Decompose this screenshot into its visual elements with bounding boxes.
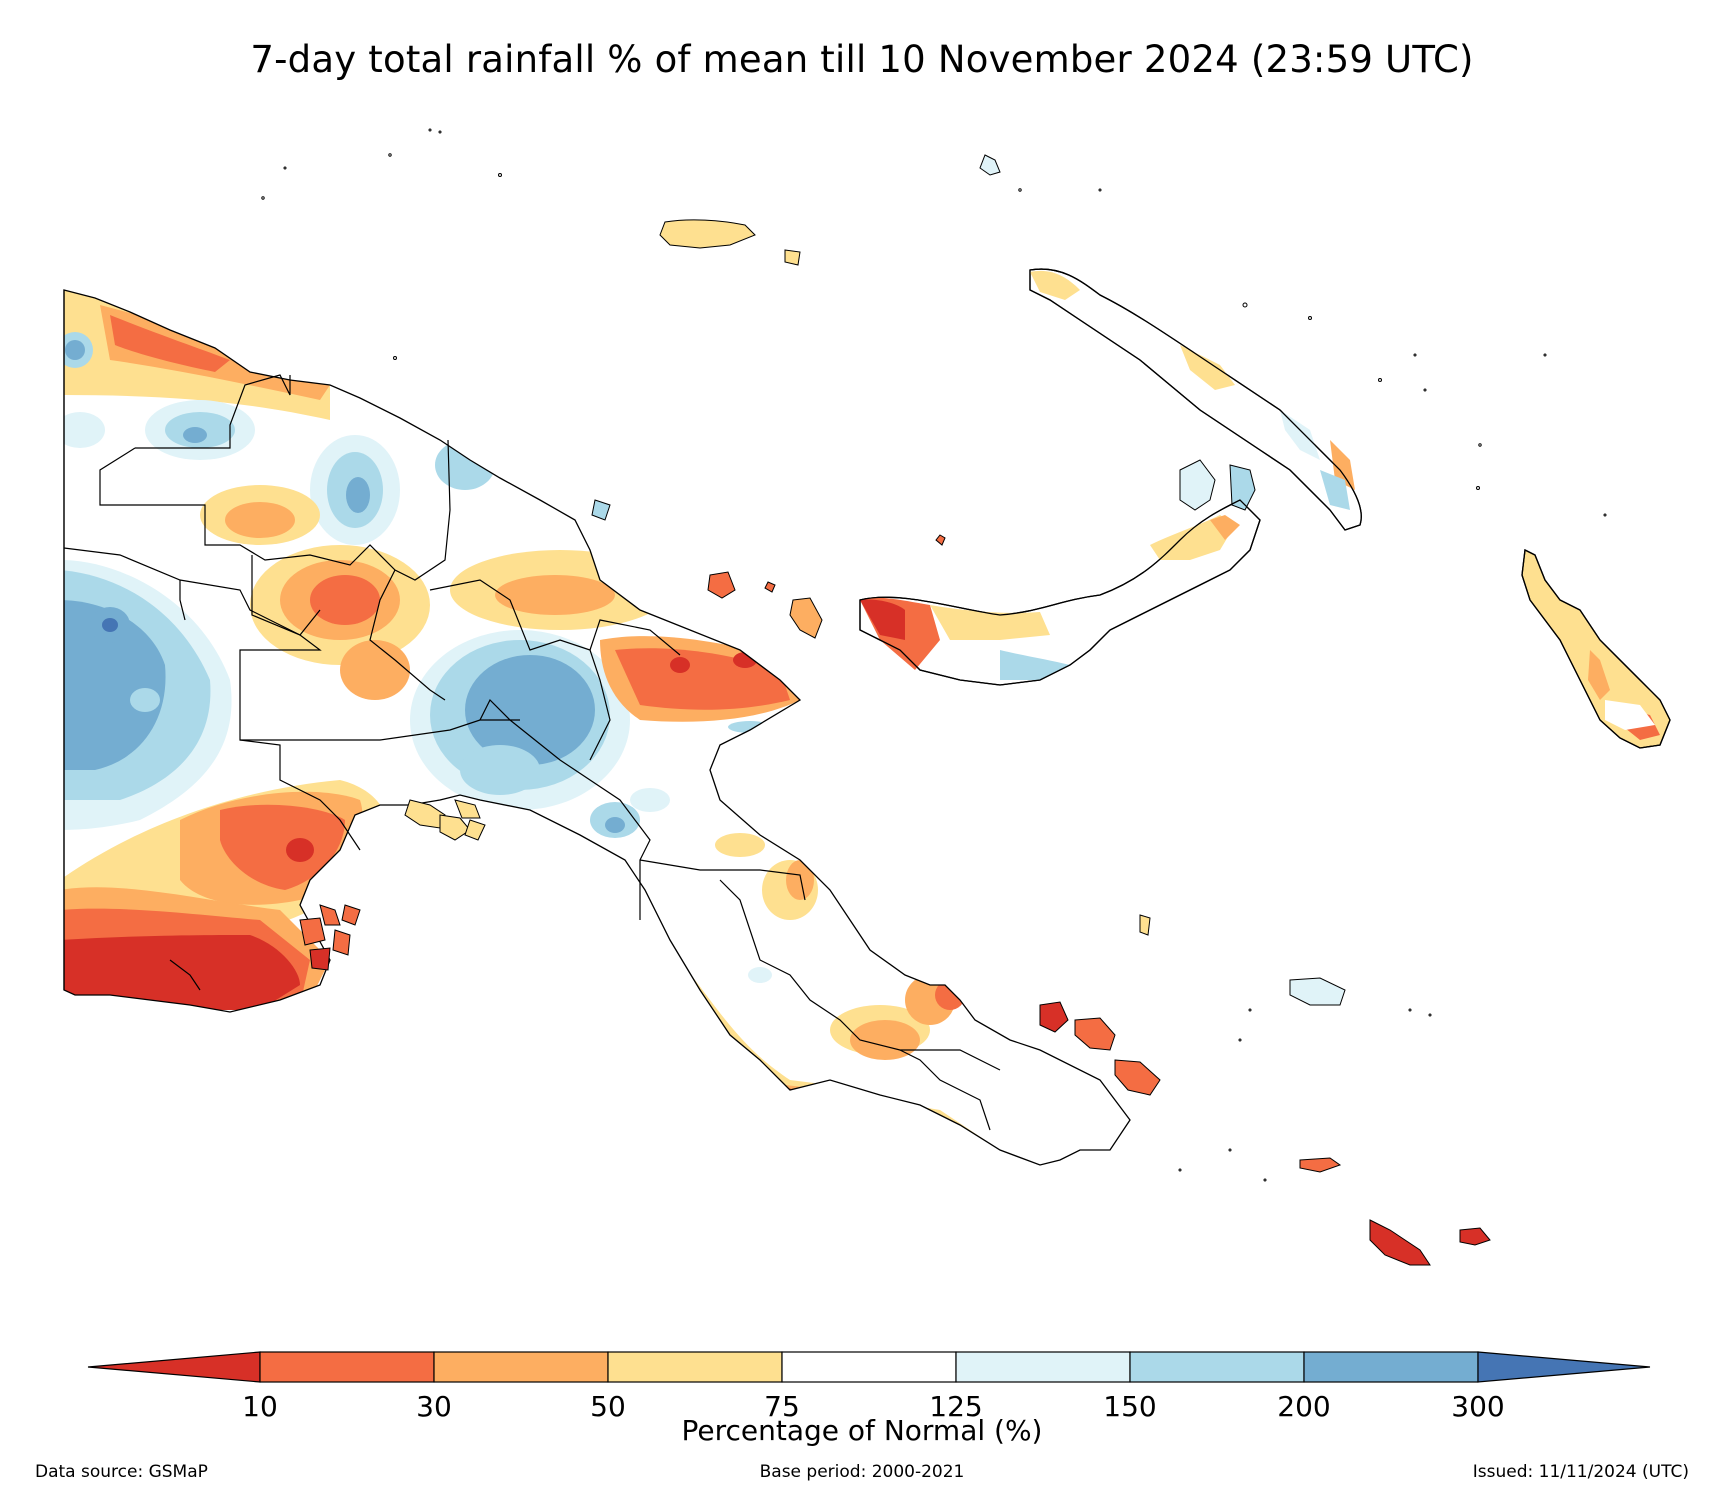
- data-source-note: Data source: GSMaP: [35, 1462, 208, 1482]
- colorbar-bin-125-150: [955, 1351, 1131, 1383]
- colorbar-tick: 125: [929, 1390, 983, 1423]
- colorbar-tick: 200: [1277, 1390, 1331, 1423]
- colorbar-bin-30-50: [433, 1351, 609, 1383]
- colorbar: [87, 1351, 1651, 1383]
- small-islands-vitiaz: [591, 499, 946, 639]
- colorbar-bin-150-200: [1129, 1351, 1305, 1383]
- colorbar-tick: 50: [590, 1390, 626, 1423]
- colorbar-bin-50-75: [607, 1351, 783, 1383]
- colorbar-bin-10-30: [259, 1351, 435, 1383]
- issued-date-note: Issued: 11/11/2024 (UTC): [1472, 1462, 1689, 1482]
- manus-island: [659, 154, 1001, 266]
- province-boundaries: [63, 290, 1001, 1131]
- eastern-islands: [1039, 914, 1491, 1266]
- colorbar-tick: 10: [242, 1390, 278, 1423]
- mainland-coastline: [63, 289, 1131, 1166]
- new-britain-island: [859, 459, 1261, 686]
- colorbar-label: Percentage of Normal (%): [681, 1414, 1043, 1447]
- base-period-note: Base period: 2000-2021: [759, 1462, 965, 1482]
- colorbar-bin-200-300: [1303, 1351, 1479, 1383]
- colorbar-bin-75-125: [781, 1351, 957, 1383]
- colorbar-tick: 150: [1103, 1390, 1157, 1423]
- tiny-islands: [261, 128, 1607, 1182]
- mainland-contours: [64, 290, 1130, 1165]
- new-ireland-island: [1029, 268, 1362, 531]
- colorbar-tick: 300: [1451, 1390, 1505, 1423]
- colorbar-tick: 75: [764, 1390, 800, 1423]
- colorbar-extend-low: [87, 1351, 261, 1383]
- delta-islets: [299, 799, 486, 971]
- bougainville-island: [1521, 549, 1671, 749]
- map-title: 7-day total rainfall % of mean till 10 N…: [250, 38, 1474, 81]
- colorbar-extend-high: [1477, 1351, 1651, 1383]
- colorbar-tick: 30: [416, 1390, 452, 1423]
